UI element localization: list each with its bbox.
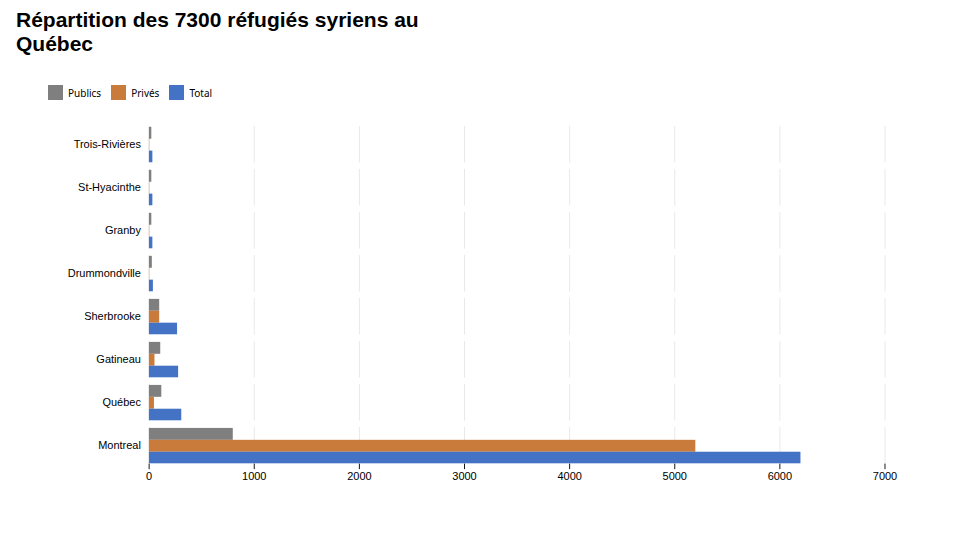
svg-text:4000: 4000 (557, 470, 581, 482)
svg-text:Granby: Granby (105, 224, 141, 236)
svg-text:Gatineau: Gatineau (96, 354, 141, 366)
svg-text:1000: 1000 (242, 470, 266, 482)
svg-text:Sherbrooke: Sherbrooke (84, 311, 141, 323)
html-text:Total: Total (189, 85, 213, 100)
svg-text:5000: 5000 (663, 470, 687, 482)
html-text:Répartition des 7300 réfugiés: Répartition des 7300 réfugiés syriens au… (16, 8, 419, 56)
svg-text:Québec: Québec (102, 397, 141, 409)
html-text:Publics: Publics (68, 85, 102, 100)
svg-text:Drummondville: Drummondville (68, 268, 141, 280)
svg-text:St-Hyacinthe: St-Hyacinthe (78, 181, 141, 193)
html-text:Privés: Privés (131, 85, 160, 100)
svg-text:6000: 6000 (768, 470, 792, 482)
svg-text:3000: 3000 (452, 470, 476, 482)
svg-text:Trois-Rivières: Trois-Rivières (74, 138, 142, 150)
svg-text:7000: 7000 (873, 470, 897, 482)
svg-text:0: 0 (146, 470, 152, 482)
svg-text:Montreal: Montreal (98, 440, 141, 452)
svg-text:2000: 2000 (347, 470, 371, 482)
